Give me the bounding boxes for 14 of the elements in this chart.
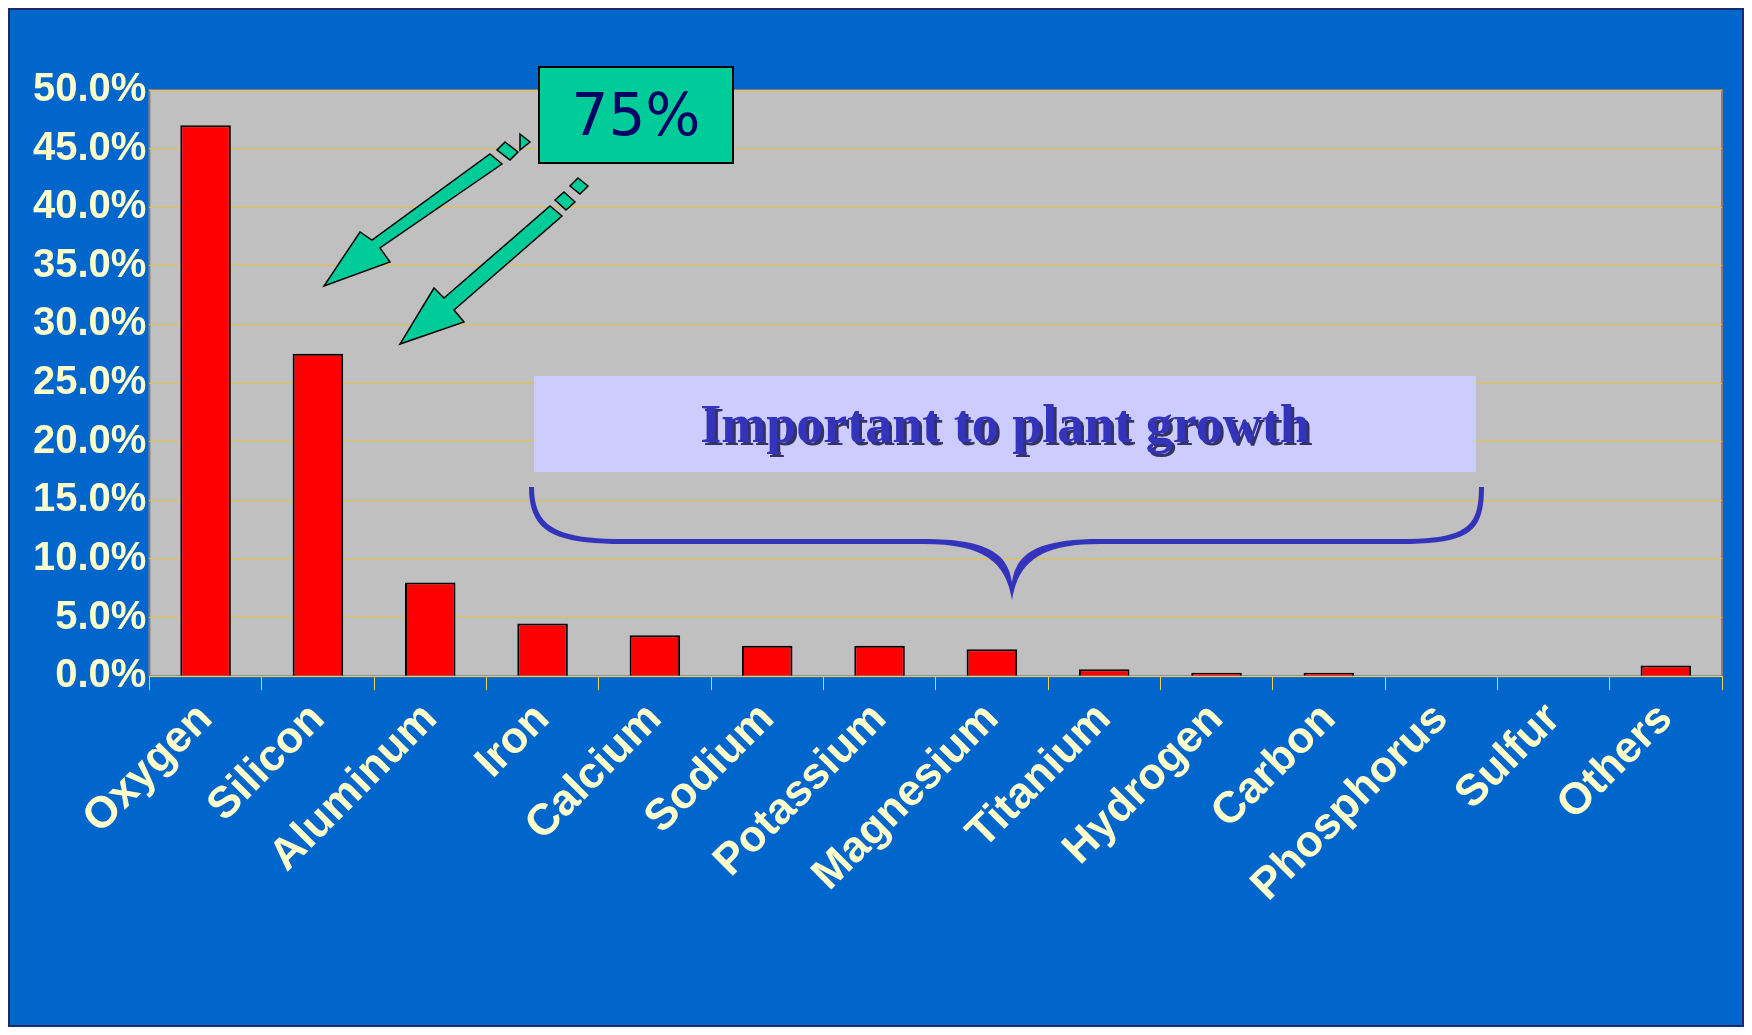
- y-tick-label: 50.0%: [33, 65, 147, 110]
- y-tick-label: 35.0%: [33, 240, 147, 285]
- y-tick-label: 25.0%: [33, 358, 147, 403]
- y-tick-label: 20.0%: [33, 416, 147, 461]
- y-tick-label: 10.0%: [33, 533, 147, 578]
- y-tick-label: 40.0%: [33, 182, 147, 227]
- y-tick-label: 0.0%: [55, 651, 147, 696]
- label-box: Important to plant growth: [534, 376, 1476, 472]
- y-tick-label: 30.0%: [33, 299, 147, 344]
- annotation: 75%: [538, 66, 734, 164]
- annotation: Important to plant growth: [700, 393, 1310, 455]
- y-tick-label: 15.0%: [33, 475, 147, 520]
- y-tick-label: 45.0%: [33, 123, 147, 168]
- y-tick-label: 5.0%: [55, 592, 147, 637]
